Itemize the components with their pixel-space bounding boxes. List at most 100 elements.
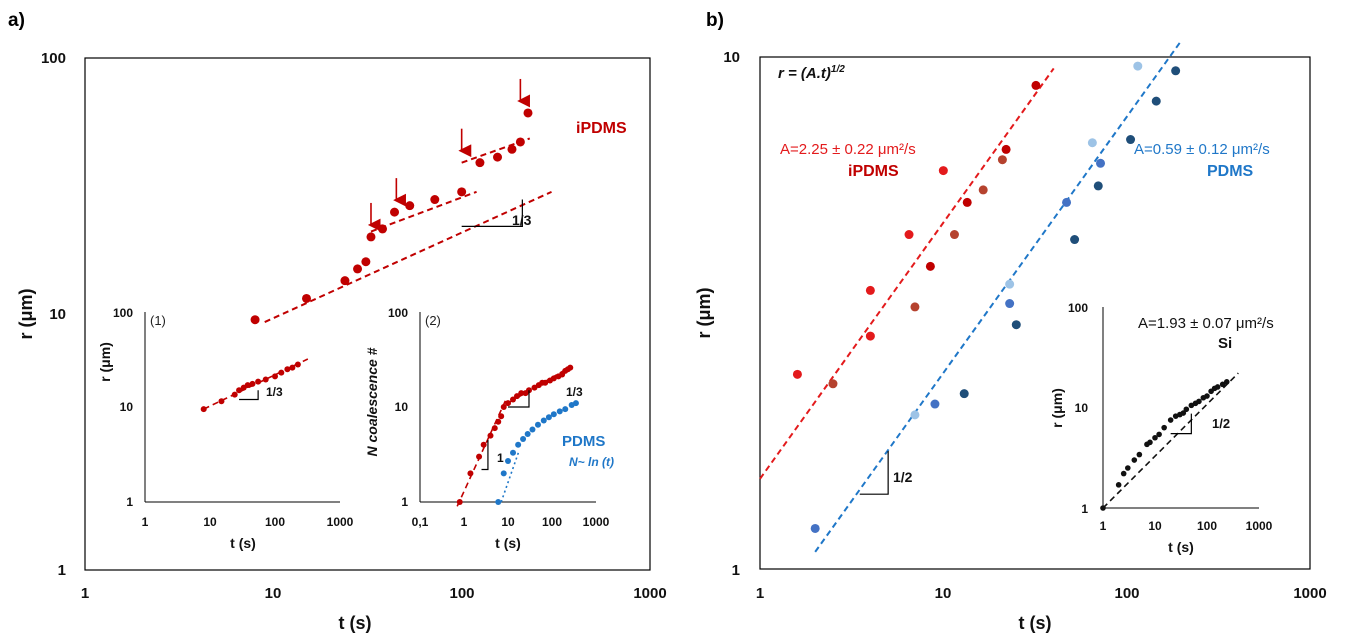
inset-si-point [1223, 379, 1230, 385]
inset-si-point [1120, 470, 1127, 477]
panel-b-equation: r = (A.t)1/2 [778, 64, 845, 82]
inset-2-point [520, 436, 527, 443]
inset-si-fit-annotation: A=1.93 ± 0.07 μm²/s [1138, 315, 1274, 332]
inset-si-point [1196, 398, 1202, 405]
inset-1-y-tick-label: 10 [120, 400, 134, 414]
panel-a-y-tick-label: 10 [49, 306, 66, 323]
inset-si-point [1152, 434, 1158, 441]
panel-a-point [405, 201, 415, 211]
inset-2-point [540, 417, 547, 424]
panel-b-point [1093, 181, 1103, 191]
inset-si-point [1183, 406, 1190, 413]
panel-b-x-tick-label: 1 [756, 585, 764, 602]
inset-si-layer [1100, 307, 1259, 511]
inset-si-y-axis-label: r (μm) [1049, 388, 1065, 428]
inset-2-x-axis-label: t (s) [495, 535, 521, 551]
panel-b-pdms-fit-annotation: A=0.59 ± 0.12 μm²/s [1134, 141, 1270, 158]
panel-a-slope-triangle [461, 199, 523, 227]
inset-2-slope-triangle [508, 390, 530, 408]
inset-2-y-tick-label: 1 [401, 495, 408, 509]
inset-2-point [534, 421, 541, 428]
inset-2-ln-annotation: N~ ln (t) [569, 455, 614, 469]
panel-b-fit-line [759, 67, 1055, 480]
inset-1-y-tick-label: 1 [126, 495, 133, 509]
inset-2-y-tick-label: 10 [395, 400, 409, 414]
panel-a-main-layer [250, 78, 552, 325]
inset-1-x-tick-label: 1 [142, 515, 149, 529]
panel-a-x-tick-label: 10 [265, 585, 282, 602]
inset-2-point [467, 470, 474, 477]
panel-b-point [1151, 96, 1161, 106]
inset-1-point [289, 364, 296, 371]
panel-b-point [962, 197, 972, 207]
inset-si-point [1180, 410, 1187, 416]
inset-si-point [1204, 393, 1210, 399]
panel-b-label: b) [706, 10, 724, 31]
panel-a-plot-frame [84, 57, 651, 571]
inset-si-point [1125, 465, 1131, 471]
inset-2-fit-line [500, 450, 520, 503]
panel-a-y-ticks: 1 10 100 [41, 50, 66, 579]
panel-a-slope-label: 1/3 [512, 212, 532, 228]
panel-b-point [828, 379, 838, 389]
inset-1-y-axis-label: r (μm) [97, 342, 113, 382]
inset-si-x-tick-label: 10 [1148, 519, 1162, 533]
inset-2-point [556, 408, 563, 415]
panel-b-point [865, 331, 875, 341]
panel-b-point [938, 166, 948, 176]
inset-2: (2) 1 10 100 0,1 1 10 100 1000 t (s) N c… [364, 306, 614, 551]
panel-b-point [1031, 80, 1041, 90]
inset-2-point [498, 413, 505, 420]
panel-b-point [978, 185, 988, 195]
inset-2-label: (2) [425, 313, 441, 328]
panel-b-y-axis-label: r (μm) [694, 287, 714, 338]
inset-2-layer [419, 312, 596, 507]
panel-a-point [301, 293, 311, 303]
panel-b-y-tick-label: 10 [723, 49, 740, 66]
inset-2-point [542, 379, 549, 386]
inset-2-point [550, 375, 557, 382]
inset-si-point [1214, 384, 1221, 390]
panel-b-x-tick-label: 100 [1114, 585, 1139, 602]
panel-a-y-tick-label: 1 [58, 562, 66, 579]
panel-b-slope-label: 1/2 [893, 469, 913, 485]
inset-1-point [278, 369, 285, 376]
panel-b-point [1070, 235, 1080, 245]
inset-si-point [1156, 431, 1162, 438]
panel-b-point [910, 410, 920, 420]
inset-2-point [510, 449, 517, 456]
inset-si-point [1115, 482, 1122, 488]
inset-2-slope-label-1: 1 [497, 451, 504, 465]
panel-b-point [1005, 279, 1015, 289]
panel-a-chart: 1 10 100 1 10 100 1000 t (s) r (μm) iPDM… [16, 50, 667, 633]
inset-si-x-tick-label: 100 [1197, 519, 1217, 533]
inset-2-point [529, 426, 536, 433]
inset-1-point [272, 373, 278, 380]
inset-2-point [550, 411, 557, 418]
panel-a-ipdms-annotation: iPDMS [576, 120, 627, 137]
panel-b-point [1126, 135, 1136, 145]
inset-2-slope-triangle [481, 439, 489, 471]
panel-a-x-ticks: 1 10 100 1000 [81, 585, 667, 602]
inset-2-point [500, 404, 507, 410]
inset-si-point [1219, 381, 1226, 388]
panel-a-x-axis-label: t (s) [339, 613, 372, 633]
inset-si-x-tick-label: 1000 [1246, 519, 1273, 533]
inset-si-annotation: Si [1218, 335, 1232, 352]
inset-2-x-tick-label: 1 [461, 515, 468, 529]
inset-1-point [200, 406, 207, 413]
inset-1-x-tick-label: 10 [203, 515, 217, 529]
panel-a-point [493, 152, 503, 162]
panel-b-point [1062, 197, 1072, 207]
panel-b-x-tick-label: 1000 [1293, 585, 1326, 602]
panel-b-point [792, 369, 802, 379]
panel-b-chart: 1 10 1 10 100 1000 t (s) r (μm) r = (A.t… [694, 39, 1327, 633]
panel-b-point [910, 302, 920, 312]
inset-2-point [572, 400, 579, 407]
inset-2-y-tick-label: 100 [388, 306, 408, 320]
inset-si-point [1167, 417, 1174, 423]
inset-1-x-axis-label: t (s) [230, 535, 256, 551]
inset-si-y-tick-label: 1 [1081, 502, 1088, 516]
panel-a-point [515, 137, 525, 147]
